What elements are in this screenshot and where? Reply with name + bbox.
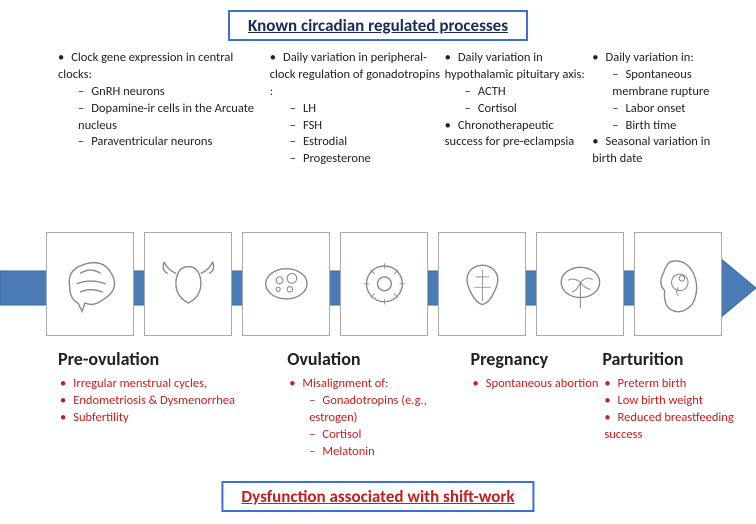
list-item: FSH bbox=[268, 118, 443, 135]
col-parturition-top: Daily variation in:Spontaneous membrane … bbox=[590, 50, 736, 168]
gland-icon bbox=[438, 232, 526, 336]
list-item: Chronotherapeutic success for pre-eclamp… bbox=[443, 118, 591, 152]
list-item: Spontaneous membrane rupture bbox=[590, 67, 736, 101]
list-item: Seasonal variation in birth date bbox=[590, 134, 736, 168]
list-item: Daily variation in: bbox=[590, 50, 736, 67]
list-item: LH bbox=[268, 101, 443, 118]
stage-title: Pre-ovulation bbox=[58, 348, 287, 370]
placenta-icon bbox=[536, 232, 624, 336]
list-item: Subfertility bbox=[58, 410, 287, 427]
list-item: GnRH neurons bbox=[56, 84, 268, 101]
list-item: Spontaneous abortion bbox=[471, 376, 603, 393]
list-item: Paraventricular neurons bbox=[56, 134, 268, 151]
top-columns: Clock gene expression in central clocks:… bbox=[56, 50, 736, 168]
list-item: Misalignment of: bbox=[287, 376, 470, 393]
stage-parturition: Parturition Preterm birthLow birth weigh… bbox=[602, 348, 736, 460]
list-item: Irregular menstrual cycles, bbox=[58, 376, 287, 393]
stage-title: Parturition bbox=[602, 348, 736, 370]
list-item: Gonadotropins (e.g., estrogen) bbox=[287, 393, 470, 427]
follicle-icon bbox=[340, 232, 428, 336]
brain-icon bbox=[46, 232, 134, 336]
list-item: Progesterone bbox=[268, 151, 443, 168]
stage-ovulation: Ovulation Misalignment of:Gonadotropins … bbox=[287, 348, 470, 460]
title-top: Known circadian regulated processes bbox=[228, 10, 528, 41]
stage-title: Pregnancy bbox=[471, 348, 603, 370]
list-item: Preterm birth bbox=[602, 376, 736, 393]
list-item: Estrodial bbox=[268, 134, 443, 151]
list-item: Cortisol bbox=[287, 427, 470, 444]
list-item: Labor onset bbox=[590, 101, 736, 118]
col-preovulation-top: Clock gene expression in central clocks:… bbox=[56, 50, 268, 168]
uterus-icon bbox=[144, 232, 232, 336]
stage-title: Ovulation bbox=[287, 348, 470, 370]
list-item: Dopamine-ir cells in the Arcuate nucleus bbox=[56, 101, 268, 135]
fetus-icon bbox=[634, 232, 722, 336]
list-item: ACTH bbox=[443, 84, 591, 101]
list-item: Daily variation in peripheral-clock regu… bbox=[268, 50, 443, 101]
list-item: Low birth weight bbox=[602, 393, 736, 410]
list-item: Daily variation in hypothalamic pituitar… bbox=[443, 50, 591, 84]
col-ovulation-top: Daily variation in peripheral-clock regu… bbox=[268, 50, 443, 168]
list-item: Endometriosis & Dysmenorrhea bbox=[58, 393, 287, 410]
list-item: Melatonin bbox=[287, 444, 470, 461]
list-item: Clock gene expression in central clocks: bbox=[56, 50, 268, 84]
stage-pregnancy: Pregnancy Spontaneous abortion bbox=[471, 348, 603, 460]
list-item: Birth time bbox=[590, 118, 736, 135]
title-bottom: Dysfunction associated with shift-work bbox=[221, 481, 534, 512]
list-item: Cortisol bbox=[443, 101, 591, 118]
stage-preovulation: Pre-ovulation Irregular menstrual cycles… bbox=[58, 348, 287, 460]
thumb-row bbox=[46, 232, 722, 336]
ovary-icon bbox=[242, 232, 330, 336]
col-pregnancy-top: Daily variation in hypothalamic pituitar… bbox=[443, 50, 591, 168]
list-item: Reduced breastfeeding success bbox=[602, 410, 736, 444]
stage-row: Pre-ovulation Irregular menstrual cycles… bbox=[58, 348, 736, 460]
